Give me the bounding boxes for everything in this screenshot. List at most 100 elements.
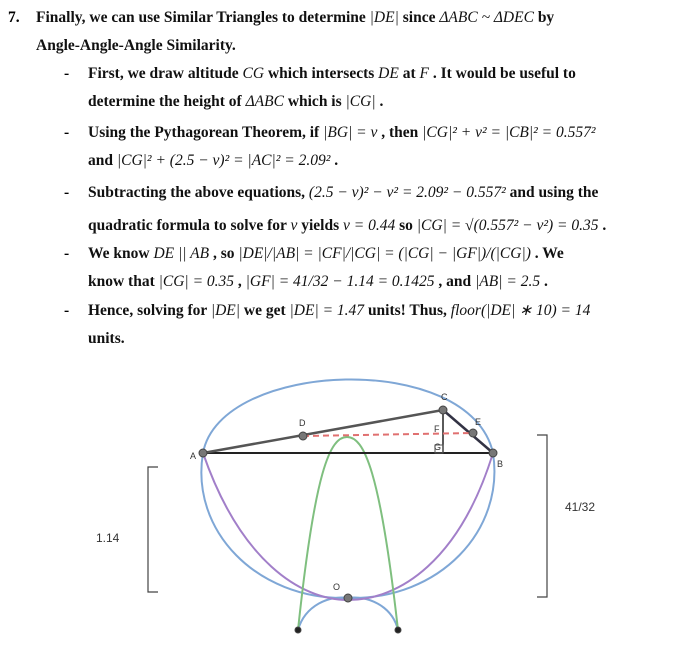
text: and <box>88 152 117 169</box>
point-label: F <box>434 424 440 434</box>
text-line: quadratic formula to solve for v yields … <box>88 216 606 236</box>
math: v <box>290 217 298 234</box>
text-line: know that |CG| = 0.35 , |GF| = 41/32 − 1… <box>88 272 548 292</box>
bracket <box>147 466 158 593</box>
text: . <box>330 152 339 169</box>
text: which is <box>283 93 346 110</box>
point-label: A <box>190 451 196 461</box>
math: |CG|² + (2.5 − v)² = |AC|² = 2.09² <box>116 152 331 169</box>
point-label: E <box>475 417 481 427</box>
text-line: determine the height of ΔABC which is |C… <box>88 92 383 112</box>
point <box>488 448 498 458</box>
text-line: and |CG|² + (2.5 − v)² = |AC|² = 2.09² . <box>88 151 338 171</box>
purple-curve <box>202 452 494 602</box>
points <box>198 405 498 634</box>
math: |DE| <box>369 9 399 26</box>
bullet-marker: - <box>64 245 70 262</box>
text: Angle-Angle-Angle Similarity. <box>36 37 236 54</box>
math: F <box>419 65 429 82</box>
measure-label: 1.14 <box>96 531 120 545</box>
blue-curve <box>200 378 496 600</box>
bullet-marker: - <box>64 302 70 319</box>
text: , <box>234 273 246 290</box>
math: ΔABC ~ ΔDEC <box>439 9 534 26</box>
segment-de <box>302 432 474 437</box>
text: Subtracting the above equations, <box>88 184 309 201</box>
math: CG <box>242 65 265 82</box>
point <box>468 428 478 438</box>
math: floor(|DE| ∗ 10) = 14 <box>450 302 591 319</box>
math: |CG|² + v² = |CB|² = 0.557² <box>422 124 596 141</box>
point-label: B <box>497 459 503 469</box>
point-label: C <box>441 392 448 402</box>
text: determine the height of <box>88 93 246 110</box>
text: , then <box>377 124 423 141</box>
point <box>438 405 448 415</box>
text: quadratic formula to solve for <box>88 217 291 234</box>
text: . <box>598 217 607 234</box>
point-label: G <box>434 442 441 452</box>
math: (2.5 − v)² − v² = 2.09² − 0.557² <box>308 184 506 201</box>
math: DE <box>378 65 399 82</box>
math: v = 0.44 <box>343 217 396 234</box>
math: |GF| = 41/32 − 1.14 = 0.1425 <box>245 273 435 290</box>
math: |BG| = v <box>323 124 378 141</box>
math: |CG| <box>345 93 376 110</box>
text: by <box>533 9 555 26</box>
math: |CG| = √(0.557² − v²) = 0.35 <box>416 217 599 234</box>
text-line: We know DE || AB , so |DE|/|AB| = |CF|/|… <box>88 244 564 264</box>
point-label: O <box>333 582 340 592</box>
text: units! Thus, <box>364 302 451 319</box>
text: which intersects <box>264 65 379 82</box>
text-line: Using the Pythagorean Theorem, if |BG| =… <box>88 123 596 143</box>
text: units. <box>88 330 125 347</box>
text: since <box>398 9 440 26</box>
right-angle <box>434 444 444 454</box>
text-line: Subtracting the above equations, (2.5 − … <box>88 183 598 203</box>
math: |AB| = 2.5 <box>475 273 541 290</box>
text-line: First, we draw altitude CG which interse… <box>88 64 576 84</box>
point <box>298 431 308 441</box>
bullet-marker: - <box>64 184 70 201</box>
bullet-marker: - <box>64 124 70 141</box>
point <box>198 448 208 458</box>
math: |DE| = 1.47 <box>289 302 365 319</box>
segment-cb <box>442 409 494 454</box>
point-label: D <box>299 418 306 428</box>
text: , and <box>434 273 476 290</box>
text: . We <box>530 245 564 262</box>
text-line: Finally, we can use Similar Triangles to… <box>36 8 554 28</box>
math: |CG| = 0.35 <box>158 273 235 290</box>
text-line: units. <box>88 329 125 349</box>
green-curve <box>297 435 399 631</box>
text: Using the Pythagorean Theorem, if <box>88 124 324 141</box>
text: . <box>540 273 548 290</box>
point <box>294 626 302 634</box>
bracket <box>537 434 548 598</box>
math: |DE| <box>210 302 241 319</box>
text: . It would be useful to <box>428 65 576 82</box>
text: know that <box>88 273 159 290</box>
text: Hence, solving for <box>88 302 211 319</box>
text: , so <box>209 245 239 262</box>
text: yields <box>297 217 344 234</box>
item-number: 7. <box>8 9 20 26</box>
math: |DE|/|AB| = |CF|/|CG| = (|CG| − |GF|)/(|… <box>238 245 531 262</box>
text: First, we draw altitude <box>88 65 243 82</box>
math: ΔABC <box>245 93 284 110</box>
text: We know <box>88 245 154 262</box>
text-line: Angle-Angle-Angle Similarity. <box>36 36 236 56</box>
point <box>394 626 402 634</box>
point <box>343 593 353 603</box>
segment-ac <box>202 408 444 455</box>
bullet-marker: - <box>64 65 70 82</box>
text: at <box>398 65 420 82</box>
text: . <box>375 93 384 110</box>
math: DE || AB <box>153 245 210 262</box>
text: so <box>395 217 417 234</box>
measure-label: 41/32 <box>565 500 595 514</box>
text-line: Hence, solving for |DE| we get |DE| = 1.… <box>88 301 590 321</box>
text: we get <box>240 302 290 319</box>
